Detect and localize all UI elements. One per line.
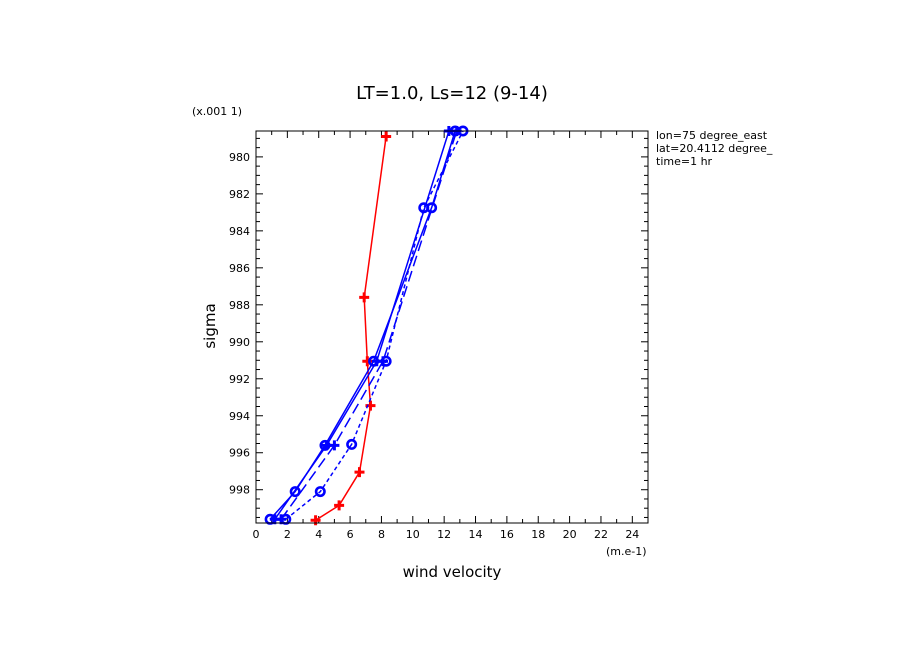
y-tick-label: 988 <box>229 299 250 312</box>
x-tick-label: 4 <box>315 528 322 541</box>
x-tick-label: 22 <box>594 528 608 541</box>
data-point <box>334 500 345 511</box>
y-tick-label: 990 <box>229 336 250 349</box>
x-tick-label: 12 <box>437 528 451 541</box>
data-point <box>354 467 365 478</box>
y-tick-label: 998 <box>229 484 250 497</box>
data-point <box>346 438 358 450</box>
x-tick-label: 20 <box>563 528 577 541</box>
data-point <box>314 486 326 498</box>
data-point <box>310 515 321 526</box>
x-tick-label: 2 <box>284 528 291 541</box>
annotation-lat: lat=20.4112 degree_ <box>656 142 773 155</box>
series-line <box>280 130 458 520</box>
data-point <box>289 486 301 498</box>
x-tick-label: 14 <box>469 528 483 541</box>
y-tick-label: 980 <box>229 151 250 164</box>
y-tick-label: 984 <box>229 225 250 238</box>
data-point <box>381 131 392 142</box>
data-point <box>359 292 370 303</box>
series-3 <box>269 126 454 525</box>
series-line <box>274 130 450 520</box>
axis-ticks: 0 2 4 6 8 10 12 14 16 18 20 22 249809829849869889909… <box>229 131 649 541</box>
y-unit-label: (x.001 1) <box>192 105 242 118</box>
series-layer <box>264 125 469 526</box>
y-tick-label: 996 <box>229 447 250 460</box>
x-tick-label: 16 <box>500 528 514 541</box>
series-1 <box>264 125 461 525</box>
series-4 <box>276 126 462 525</box>
x-tick-label: 10 <box>406 528 420 541</box>
x-tick-label: 8 <box>378 528 385 541</box>
y-tick-label: 994 <box>229 410 250 423</box>
series-line <box>285 130 464 520</box>
y-tick-label: 992 <box>229 373 250 386</box>
series-line <box>269 130 456 520</box>
annotation-time: time=1 hr <box>656 155 713 168</box>
x-axis-label: wind velocity <box>403 563 502 581</box>
chart-title: LT=1.0, Ls=12 (9-14) <box>356 83 548 104</box>
plot-frame <box>255 130 649 524</box>
x-tick-label: 18 <box>531 528 545 541</box>
y-axis-label: sigma <box>201 303 219 348</box>
x-unit-label: (m.e-1) <box>606 545 647 558</box>
y-tick-label: 986 <box>229 262 250 275</box>
x-tick-label: 6 <box>347 528 354 541</box>
x-tick-label: 24 <box>625 528 639 541</box>
data-point <box>329 440 340 451</box>
series-0 <box>310 131 392 526</box>
y-tick-label: 982 <box>229 188 250 201</box>
annotation-lon: lon=75 degree_east <box>656 129 768 142</box>
series-line <box>315 136 387 521</box>
data-point <box>378 356 389 367</box>
x-tick-label: 0 <box>253 528 260 541</box>
